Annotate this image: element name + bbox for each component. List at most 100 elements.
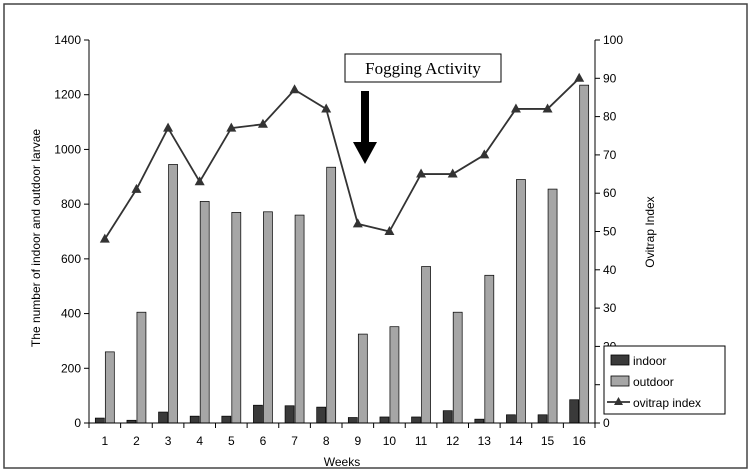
bar-indoor	[189, 415, 200, 424]
x-tick-label: 2	[133, 434, 140, 448]
y2-tick-label: 60	[603, 186, 617, 200]
x-tick-label: 1	[101, 434, 108, 448]
y-tick-label: 200	[61, 361, 81, 375]
bar-indoor	[474, 418, 485, 424]
annotation-arrow-head	[353, 142, 377, 164]
bar-indoor	[316, 406, 327, 424]
y-axis-title: The number of indoor and outdoor larvae	[29, 129, 43, 347]
annotation-box	[344, 53, 502, 83]
y-tick-label: 400	[61, 307, 81, 321]
y-tick-label: 1000	[54, 142, 81, 156]
legend-marker-ovitrap	[614, 397, 623, 405]
bar-indoor	[537, 414, 548, 424]
ovitrap-point	[574, 72, 585, 82]
bar-indoor	[379, 416, 390, 424]
bar-outdoor	[421, 266, 431, 424]
ovitrap-point	[542, 103, 553, 113]
bar-outdoor	[452, 311, 463, 424]
y2-tick-label: 40	[603, 263, 617, 277]
x-tick-label: 14	[509, 434, 523, 448]
bar-outdoor	[199, 201, 210, 424]
bars-layer	[94, 84, 590, 424]
x-tick-label: 11	[415, 434, 428, 448]
legend: indoor outdoor ovitrap index	[603, 345, 726, 415]
y-tick-label: 600	[61, 252, 81, 266]
y-tick-label: 1400	[54, 33, 81, 47]
bar-indoor	[94, 417, 105, 424]
y2-tick-label: 90	[603, 71, 617, 85]
y2-tick-label: 30	[603, 301, 617, 315]
fogging-annotation: Fogging Activity	[344, 53, 502, 164]
x-tick-label: 4	[196, 434, 203, 448]
bar-outdoor	[136, 311, 147, 424]
x-tick-label: 15	[541, 434, 555, 448]
x-tick-label: 10	[383, 434, 397, 448]
x-tick-label: 7	[291, 434, 298, 448]
legend-label-outdoor: outdoor	[633, 375, 674, 389]
bar-outdoor	[547, 188, 558, 424]
bar-indoor	[158, 411, 168, 424]
bar-outdoor	[168, 164, 178, 424]
bar-outdoor	[263, 211, 273, 424]
bar-outdoor	[231, 212, 242, 424]
ovitrap-point	[99, 233, 110, 243]
legend-label-indoor: indoor	[633, 354, 666, 368]
annotation-arrow-shaft	[361, 91, 369, 143]
y2-tick-label: 100	[603, 33, 623, 47]
bar-indoor	[411, 416, 421, 424]
y2-tick-label: 0	[603, 416, 610, 430]
y2-tick-label: 80	[603, 110, 617, 124]
bar-indoor	[442, 410, 453, 424]
ovitrap-point	[510, 103, 521, 113]
ovitrap-line-layer	[99, 72, 585, 243]
bar-outdoor	[104, 351, 115, 424]
y-tick-label: 1200	[54, 88, 81, 102]
bar-indoor	[506, 414, 516, 424]
ovitrap-line	[104, 77, 580, 240]
ovitrap-point	[352, 218, 363, 228]
chart-frame	[3, 3, 748, 469]
x-tick-label: 3	[165, 434, 172, 448]
bar-outdoor	[357, 333, 368, 424]
y2-tick-label: 50	[603, 225, 617, 239]
ovitrap-point	[384, 226, 395, 235]
x-axis-title: Weeks	[324, 455, 360, 469]
ovitrap-point	[257, 118, 268, 128]
ovitrap-point	[226, 122, 237, 132]
ovitrap-point	[131, 183, 142, 193]
bar-outdoor	[579, 84, 590, 424]
legend-swatch-outdoor	[610, 375, 630, 387]
y-tick-label: 0	[74, 416, 81, 430]
ovitrap-point	[163, 122, 174, 132]
ovitrap-point	[479, 149, 490, 159]
annotation-label: Fogging Activity	[365, 59, 481, 78]
ovitrap-point	[321, 103, 332, 113]
bar-outdoor	[484, 274, 495, 424]
x-tick-label: 8	[323, 434, 330, 448]
x-tick-label: 12	[446, 434, 460, 448]
bar-outdoor	[294, 214, 305, 424]
ovitrap-point	[447, 168, 458, 178]
bar-outdoor	[389, 326, 400, 424]
bar-indoor	[347, 417, 358, 424]
x-tick-label: 16	[573, 434, 587, 448]
ovitrap-point	[416, 168, 427, 178]
bar-outdoor	[326, 166, 337, 424]
bar-indoor	[284, 405, 295, 424]
bar-outdoor	[516, 179, 526, 424]
ovitrap-point	[194, 176, 205, 186]
x-tick-label: 5	[228, 434, 235, 448]
x-tick-label: 9	[354, 434, 361, 448]
x-tick-label: 6	[260, 434, 267, 448]
y-tick-label: 800	[61, 197, 81, 211]
x-tick-label: 13	[478, 434, 492, 448]
bar-indoor	[569, 399, 580, 424]
legend-label-ovitrap: ovitrap index	[633, 396, 701, 410]
ovitrap-point	[289, 84, 300, 94]
legend-swatch-indoor	[610, 354, 630, 366]
y2-tick-label: 70	[603, 148, 617, 162]
axes-layer: 0200400600800100012001400010203040506070…	[54, 33, 623, 448]
bar-indoor	[221, 415, 232, 424]
